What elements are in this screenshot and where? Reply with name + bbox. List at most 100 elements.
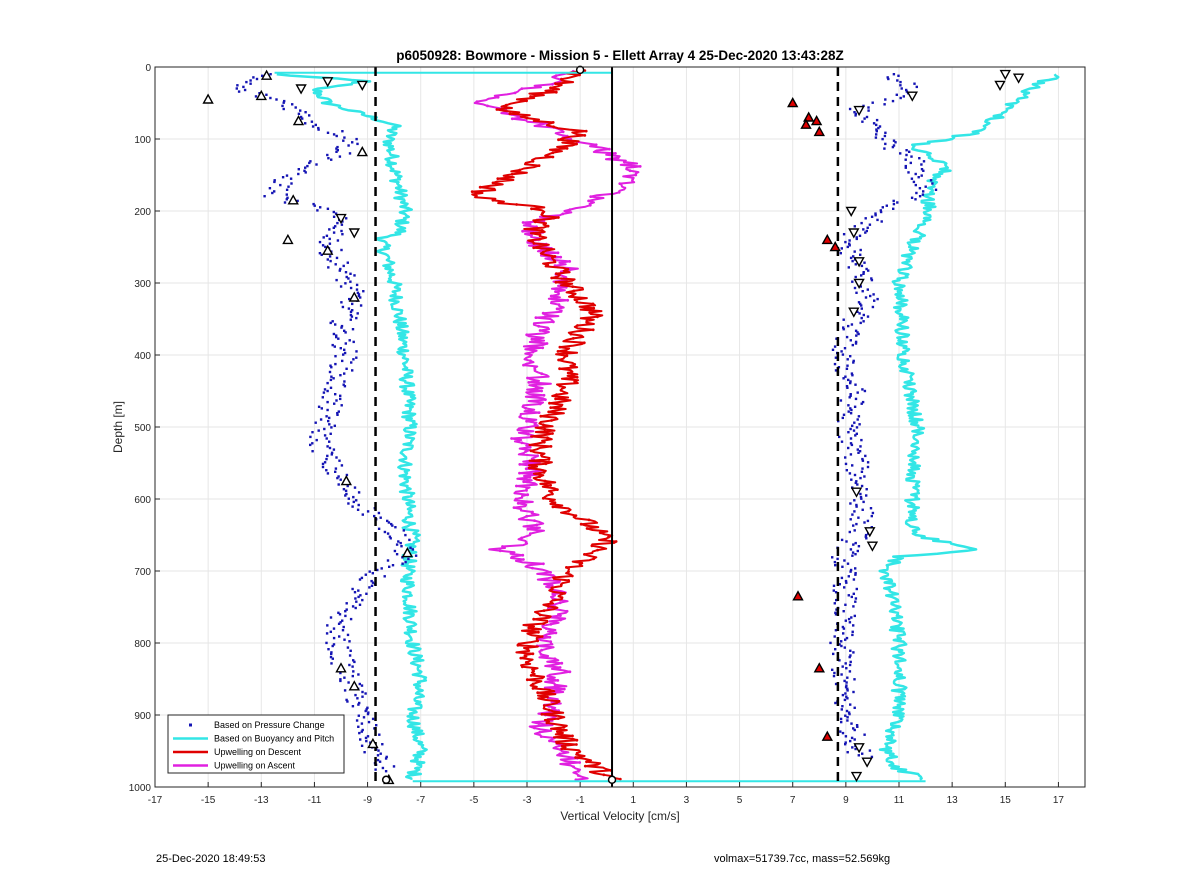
pressure-change-point bbox=[334, 323, 337, 326]
x-tick-label: -1 bbox=[576, 795, 585, 806]
pressure-change-point bbox=[351, 309, 354, 312]
upwelling-descent-point bbox=[542, 609, 546, 612]
pressure-change-point bbox=[402, 529, 405, 532]
upwelling-descent-point bbox=[532, 246, 536, 250]
pressure-change-point bbox=[344, 271, 348, 274]
pressure-change-point bbox=[899, 84, 902, 87]
pressure-change-point bbox=[339, 671, 342, 675]
y-tick-label: 700 bbox=[134, 567, 151, 578]
pressure-change-point bbox=[339, 285, 343, 288]
upwelling-descent-point bbox=[538, 475, 541, 479]
pressure-change-point bbox=[844, 741, 847, 744]
pressure-change-point bbox=[345, 608, 348, 611]
pressure-change-point bbox=[350, 315, 354, 318]
upwelling-ascent-point bbox=[549, 640, 553, 643]
upwelling-descent-point bbox=[573, 298, 577, 301]
pressure-change-point bbox=[252, 76, 255, 79]
pressure-change-point bbox=[269, 96, 272, 100]
pressure-change-point bbox=[856, 483, 859, 486]
pressure-change-point bbox=[317, 429, 320, 432]
pressure-change-point bbox=[337, 483, 340, 486]
pressure-change-point bbox=[859, 492, 862, 496]
pressure-change-point bbox=[859, 253, 862, 256]
pressure-change-point bbox=[397, 540, 400, 543]
pressure-change-point bbox=[329, 630, 332, 633]
pressure-change-point bbox=[854, 112, 857, 115]
legend-label-0: Based on Pressure Change bbox=[214, 720, 325, 730]
upwelling-ascent-point bbox=[537, 324, 541, 328]
pressure-change-point bbox=[846, 719, 849, 722]
pressure-change-point bbox=[328, 370, 332, 374]
pressure-change-point bbox=[833, 602, 836, 605]
pressure-change-point bbox=[848, 712, 851, 716]
pressure-change-point bbox=[841, 693, 845, 697]
pressure-change-point bbox=[351, 587, 354, 591]
pressure-change-point bbox=[411, 548, 414, 551]
pressure-change-point bbox=[366, 735, 370, 738]
upwelling-descent-point bbox=[546, 436, 549, 440]
pressure-change-point bbox=[318, 252, 322, 255]
pressure-change-point bbox=[844, 692, 847, 695]
pressure-change-point bbox=[339, 397, 342, 401]
pressure-change-point bbox=[929, 179, 933, 182]
pressure-change-point bbox=[884, 98, 887, 101]
upwelling-descent-point bbox=[538, 613, 542, 617]
pressure-change-point bbox=[908, 150, 911, 153]
pressure-change-point bbox=[834, 629, 838, 632]
pressure-change-point bbox=[899, 152, 902, 155]
pressure-change-point bbox=[843, 698, 847, 702]
pressure-change-point bbox=[355, 288, 359, 291]
pressure-change-point bbox=[334, 467, 338, 470]
pressure-change-point bbox=[849, 412, 853, 415]
pressure-change-point bbox=[304, 166, 307, 169]
pressure-change-point bbox=[847, 446, 850, 450]
pressure-change-point bbox=[339, 394, 342, 397]
upwelling-ascent-point bbox=[546, 674, 550, 678]
ascent-marker bbox=[335, 213, 347, 225]
upwelling-ascent-point bbox=[515, 484, 518, 488]
pressure-change-point bbox=[351, 369, 354, 372]
pressure-change-point bbox=[850, 323, 854, 326]
pressure-change-point bbox=[842, 318, 845, 321]
pressure-change-point bbox=[861, 752, 864, 755]
legend: Based on Pressure Change Based on Buoyanc… bbox=[167, 714, 345, 774]
pressure-change-point bbox=[290, 182, 293, 185]
upwelling-ascent-point bbox=[634, 173, 638, 177]
pressure-change-point bbox=[317, 405, 321, 408]
pressure-change-point bbox=[838, 643, 841, 646]
pressure-change-point bbox=[329, 364, 332, 367]
pressure-change-point bbox=[849, 380, 852, 383]
upwelling-ascent-point bbox=[608, 147, 611, 151]
pressure-change-point bbox=[328, 423, 331, 426]
upwelling-ascent-point bbox=[527, 381, 531, 384]
pressure-change-point bbox=[846, 751, 849, 754]
grid-lines bbox=[154, 66, 1085, 788]
pressure-change-point bbox=[876, 297, 879, 301]
pressure-change-point bbox=[844, 662, 847, 665]
pressure-change-point bbox=[887, 77, 890, 81]
pressure-change-point bbox=[361, 598, 364, 602]
upwelling-ascent-point bbox=[555, 307, 559, 311]
upwelling-ascent-point bbox=[578, 761, 581, 764]
pressure-change-point bbox=[330, 158, 333, 161]
pressure-change-point bbox=[851, 551, 855, 554]
descent-marker bbox=[322, 244, 334, 255]
upwelling-ascent-point bbox=[618, 182, 622, 186]
pressure-change-point bbox=[345, 698, 348, 702]
pressure-change-point bbox=[853, 499, 856, 502]
upwelling-descent-point bbox=[510, 172, 514, 176]
pressure-change-point bbox=[847, 410, 850, 413]
pressure-change-point bbox=[849, 393, 852, 396]
upwelling-descent-point bbox=[551, 155, 555, 159]
upwelling-descent-point bbox=[548, 401, 551, 405]
upwelling-ascent-point bbox=[588, 203, 592, 207]
pressure-change-point bbox=[852, 255, 855, 258]
pressure-change-point bbox=[848, 239, 851, 242]
pressure-change-point bbox=[357, 595, 360, 599]
pressure-change-point bbox=[339, 267, 342, 271]
legend-box bbox=[167, 714, 345, 774]
pressure-change-point bbox=[345, 367, 348, 370]
pressure-change-point bbox=[862, 272, 865, 275]
pressure-change-point bbox=[872, 293, 875, 296]
pressure-change-point bbox=[281, 104, 284, 108]
